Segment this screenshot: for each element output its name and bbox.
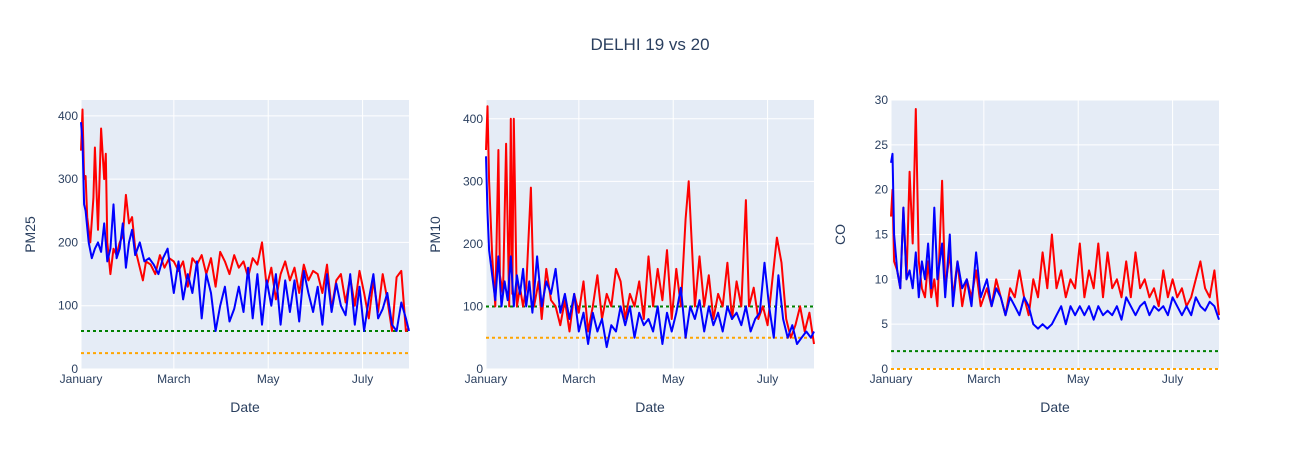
y-tick-label: 400 (463, 112, 483, 126)
y-tick-label: 400 (58, 109, 78, 123)
y-tick-label: 25 (875, 138, 889, 152)
y-tick-label: 0 (476, 362, 483, 376)
series-line-red (890, 108, 1220, 317)
x-tick-label: May (662, 372, 685, 386)
series-line-red (485, 105, 815, 345)
y-axis-label: CO (832, 224, 848, 245)
y-tick-label: 10 (875, 272, 889, 286)
series-line-blue (80, 122, 410, 332)
y-tick-label: 0 (71, 362, 78, 376)
chart-panels: January March May July0100200300400DatePM25… (22, 93, 1220, 415)
x-tick-label: May (1067, 372, 1090, 386)
y-tick-label: 15 (875, 228, 889, 242)
chart-panel-pm25: January March May July 0 100 200 300 400 Date PM25 (22, 100, 410, 415)
y-tick-label: 100 (58, 299, 78, 313)
x-tick-label: January (60, 372, 103, 386)
y-tick-label: 0 (881, 362, 888, 376)
plot-background (486, 100, 814, 369)
y-tick-label: 5 (881, 317, 888, 331)
y-tick-label: 200 (58, 235, 78, 249)
x-tick-label: July (352, 372, 373, 386)
y-tick-label: 30 (875, 93, 889, 107)
chart-panel-co: January March May July 0 5 10 15 20 25 30 Date CO (832, 93, 1220, 415)
x-tick-label: March (967, 372, 1000, 386)
y-axis-label: PM10 (427, 216, 443, 253)
chart-title: DELHI 19 vs 20 (590, 35, 709, 54)
x-axis-label: Date (230, 399, 260, 415)
series-line-blue (485, 156, 815, 349)
x-tick-label: July (1162, 372, 1183, 386)
y-tick-label: 300 (463, 174, 483, 188)
x-tick-label: May (257, 372, 280, 386)
x-axis-label: Date (635, 399, 665, 415)
x-tick-label: March (562, 372, 595, 386)
chart-panel-pm10: January March May July 0 100 200 300 400 Date PM10 (427, 100, 815, 415)
y-tick-label: 20 (875, 183, 889, 197)
x-tick-label: March (157, 372, 190, 386)
y-tick-label: 100 (463, 299, 483, 313)
y-axis-label: PM25 (22, 216, 38, 253)
x-tick-label: January (465, 372, 508, 386)
x-axis-label: Date (1040, 399, 1070, 415)
series-line-blue (890, 152, 1220, 330)
x-tick-label: July (757, 372, 778, 386)
y-tick-label: 200 (463, 237, 483, 251)
y-tick-label: 300 (58, 172, 78, 186)
x-tick-label: January (870, 372, 913, 386)
